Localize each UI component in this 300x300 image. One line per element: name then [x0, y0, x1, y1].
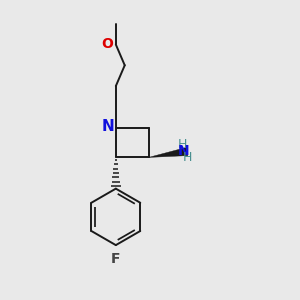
Text: H: H [178, 138, 188, 151]
Text: F: F [111, 252, 121, 266]
Polygon shape [148, 147, 188, 158]
Text: N: N [102, 119, 114, 134]
Text: O: O [102, 37, 113, 51]
Text: N: N [178, 144, 189, 158]
Text: H: H [182, 151, 192, 164]
